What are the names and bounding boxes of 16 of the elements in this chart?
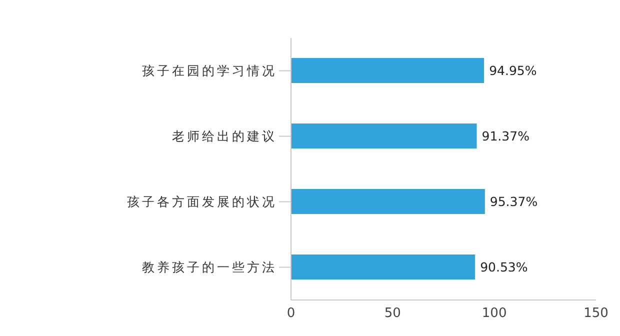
bar — [291, 124, 477, 148]
data-label: 94.95% — [489, 62, 537, 78]
data-label: 95.37% — [490, 194, 538, 209]
y-tick-label: 老师给出的建议 — [172, 128, 277, 144]
data-label: 90.53% — [480, 259, 528, 274]
x-tick-label: 50 — [384, 306, 401, 322]
bar — [291, 189, 485, 214]
y-tick-label: 孩子在园的学习情况 — [142, 63, 277, 78]
x-tick-label: 0 — [286, 306, 296, 322]
bar — [291, 58, 484, 83]
y-tick-label: 教养孩子的一些方法 — [142, 260, 277, 275]
x-tick-label: 100 — [482, 306, 507, 322]
y-tick-label: 孩子各方面发展的状况 — [127, 194, 277, 210]
bar — [291, 254, 476, 280]
x-tick-label: 150 — [584, 306, 608, 322]
data-label: 91.37% — [482, 128, 530, 144]
